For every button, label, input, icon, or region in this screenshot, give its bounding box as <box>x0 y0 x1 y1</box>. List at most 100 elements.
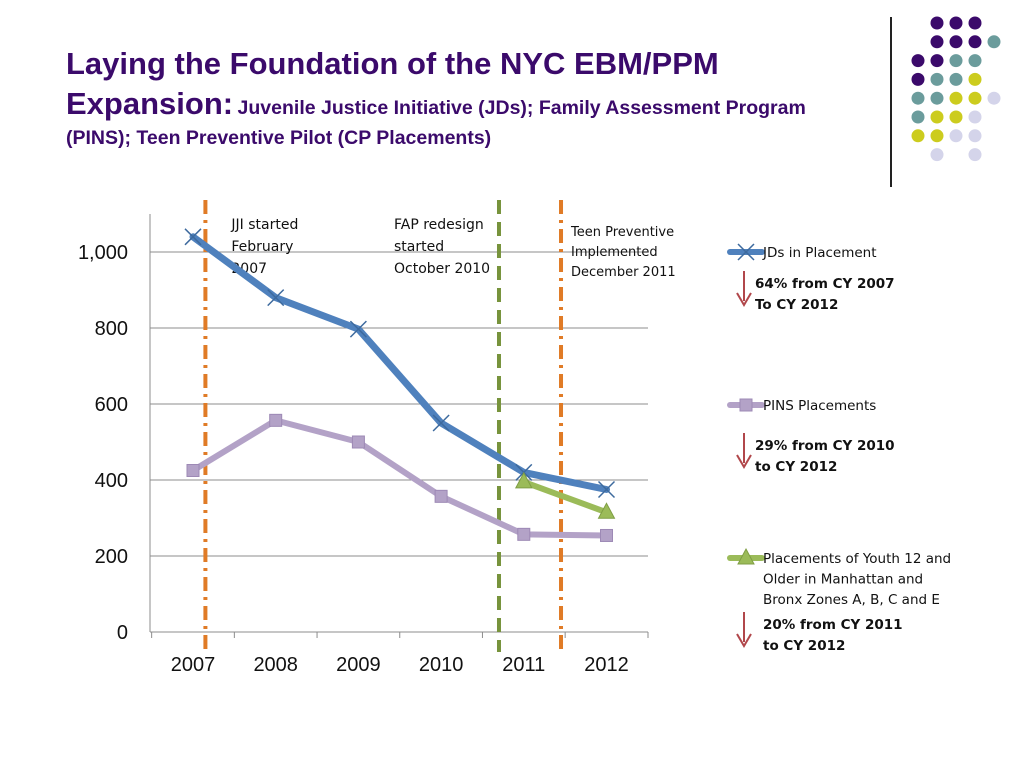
x-tick-label: 2008 <box>253 654 298 676</box>
decor-dot <box>930 72 944 86</box>
series-line <box>189 233 610 493</box>
title-divider <box>890 17 892 187</box>
data-point <box>600 528 613 542</box>
change-line: to CY 2012 <box>763 638 845 654</box>
y-tick-label: 200 <box>95 546 128 568</box>
y-tick-label: 600 <box>95 394 128 416</box>
decor-dot <box>930 148 944 162</box>
data-point <box>434 489 448 503</box>
decor-dot <box>911 54 925 68</box>
data-point <box>351 435 365 449</box>
series-line <box>190 417 610 539</box>
decor-dot <box>949 35 963 49</box>
series-line <box>520 478 610 516</box>
data-point <box>267 289 285 307</box>
down-arrow-head <box>736 633 752 648</box>
x-tick-label: 2011 <box>502 654 545 676</box>
y-tick-label: 400 <box>95 470 128 492</box>
data-point <box>737 243 755 261</box>
decor-dot <box>911 129 925 143</box>
down-arrow-head <box>736 454 752 469</box>
decor-dot <box>911 110 925 124</box>
change-note: 64% from CY 2007 To CY 2012 <box>755 276 895 313</box>
decor-dot <box>911 91 925 105</box>
data-point <box>269 413 283 427</box>
legend-line: Bronx Zones A, B, C and E <box>763 592 940 608</box>
series-1 <box>186 413 613 542</box>
title-main: Laying the Foundation of the NYC EBM/PPM… <box>66 46 719 121</box>
decor-dot <box>930 91 944 105</box>
x-tick-label: 2009 <box>336 654 381 676</box>
decor-dot <box>949 16 963 30</box>
decor-dot <box>968 54 982 68</box>
decor-dot <box>968 35 982 49</box>
data-point <box>517 527 531 541</box>
decor-dot <box>930 16 944 30</box>
title-subtitle: Juvenile Justice Initiative (JDs); Famil… <box>66 97 806 149</box>
data-point <box>597 480 616 499</box>
change-line: 20% from CY 2011 <box>763 617 903 633</box>
data-point <box>432 414 450 432</box>
x-tick-label: 2007 <box>171 654 216 676</box>
annotation-line: February <box>231 239 293 255</box>
decor-dot <box>949 91 963 105</box>
legend-label: PINS Placements <box>763 398 876 414</box>
legend-label: Placements of Youth 12 and Older in Manha… <box>763 551 951 608</box>
data-point <box>514 471 533 489</box>
annotation-line: JJI started <box>230 217 298 233</box>
annotation-line: FAP redesign <box>394 217 484 233</box>
annotation-line: October 2010 <box>394 261 490 277</box>
decor-dot <box>968 72 982 86</box>
annotation-line: Implemented <box>571 245 658 260</box>
change-note: 29% from CY 2010 to CY 2012 <box>755 438 895 475</box>
x-tick-label: 2010 <box>419 654 464 676</box>
change-line: to CY 2012 <box>755 459 837 475</box>
x-tick-label: 2012 <box>584 654 629 676</box>
data-point <box>737 547 755 565</box>
decor-dot <box>911 72 925 86</box>
annotation-line: Teen Preventive <box>570 225 674 240</box>
event-annotation: Teen Preventive Implemented December 2011 <box>570 225 676 280</box>
data-point <box>349 320 367 338</box>
decor-dot <box>930 129 944 143</box>
data-point <box>597 502 616 519</box>
legend-line: Older in Manhattan and <box>763 572 923 588</box>
decor-dot <box>968 91 982 105</box>
legend-line: JDs in Placement <box>762 245 877 261</box>
series-0 <box>184 228 616 499</box>
decor-dot <box>987 91 1001 105</box>
decor-dot <box>949 54 963 68</box>
decor-dot <box>949 72 963 86</box>
annotation-line: started <box>394 239 444 255</box>
decor-dot <box>968 110 982 124</box>
y-tick-label: 0 <box>117 622 128 644</box>
data-point <box>739 398 753 412</box>
legend-label: JDs in Placement <box>762 245 877 261</box>
series-2 <box>514 471 616 519</box>
legend-line: PINS Placements <box>763 398 876 414</box>
decor-dot <box>930 54 944 68</box>
change-line: 64% from CY 2007 <box>755 276 895 292</box>
data-point <box>184 228 202 246</box>
legend-line: Placements of Youth 12 and <box>763 551 951 567</box>
decor-dot <box>968 129 982 143</box>
decor-dot <box>968 148 982 162</box>
event-annotation: FAP redesign started October 2010 <box>394 217 490 277</box>
down-arrow-head <box>736 292 752 307</box>
change-note: 20% from CY 2011 to CY 2012 <box>763 617 903 654</box>
y-tick-label: 800 <box>95 318 128 340</box>
decorative-dot-grid <box>911 16 1001 162</box>
data-point <box>186 464 200 477</box>
annotation-line: December 2011 <box>571 265 676 280</box>
change-line: 29% from CY 2010 <box>755 438 895 454</box>
slide-title: Laying the Foundation of the NYC EBM/PPM… <box>66 44 866 152</box>
decor-dot <box>987 35 1001 49</box>
y-tick-label: 1,000 <box>78 242 128 264</box>
decor-dot <box>949 110 963 124</box>
decor-dot <box>930 35 944 49</box>
decor-dot <box>930 110 944 124</box>
decor-dot <box>968 16 982 30</box>
change-line: To CY 2012 <box>755 297 838 313</box>
decor-dot <box>949 129 963 143</box>
